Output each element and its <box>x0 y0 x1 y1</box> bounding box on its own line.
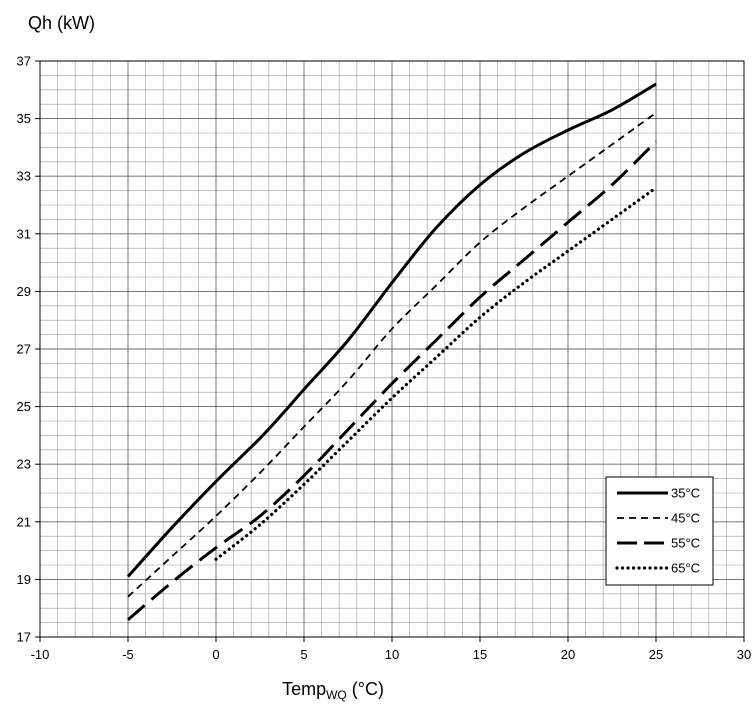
y-tick-label: 29 <box>17 284 31 299</box>
y-tick-label: 23 <box>17 457 31 472</box>
y-axis-title: Qh (kW) <box>28 13 95 33</box>
legend-label: 45°C <box>671 511 700 526</box>
series-layer <box>126 82 658 621</box>
y-tick-label: 21 <box>17 514 31 529</box>
series-line-4 <box>214 186 658 561</box>
x-tick-label: 0 <box>212 647 219 662</box>
x-tick-label: 5 <box>300 647 307 662</box>
legend: 35°C 45°C 55°C 65°C <box>605 476 714 586</box>
y-tick-label: 33 <box>17 169 31 184</box>
y-tick-label: 19 <box>17 572 31 587</box>
x-tick-label: 10 <box>385 647 399 662</box>
x-axis-title-main: Temp <box>282 679 326 699</box>
x-axis-title: TempWQ (°C) <box>282 679 384 702</box>
y-tick-label: 31 <box>17 226 31 241</box>
y-tick-label: 25 <box>17 399 31 414</box>
x-tick-label: 15 <box>473 647 487 662</box>
y-tick-label: 37 <box>17 54 31 69</box>
y-tick-label: 27 <box>17 342 31 357</box>
series-line-1 <box>126 82 657 578</box>
x-tick-label: 25 <box>649 647 663 662</box>
x-axis-title-subscript: WQ <box>326 688 347 702</box>
y-axis-ticks: 17 19 21 23 25 27 29 31 33 35 37 <box>17 54 40 645</box>
x-tick-label: -10 <box>31 647 50 662</box>
legend-label: 35°C <box>671 486 700 501</box>
x-tick-label: 30 <box>737 647 751 662</box>
series-line-2 <box>127 112 657 598</box>
legend-label: 55°C <box>671 536 700 551</box>
y-tick-label: 35 <box>17 111 31 126</box>
y-tick-label: 17 <box>17 630 31 645</box>
x-axis-title-unit: (°C) <box>347 679 384 699</box>
x-axis-ticks: -10 -5 0 5 10 15 20 25 30 <box>31 637 751 662</box>
legend-label: 65°C <box>671 561 700 576</box>
x-tick-label: 20 <box>561 647 575 662</box>
x-tick-label: -5 <box>122 647 134 662</box>
series-line-3 <box>127 140 658 621</box>
